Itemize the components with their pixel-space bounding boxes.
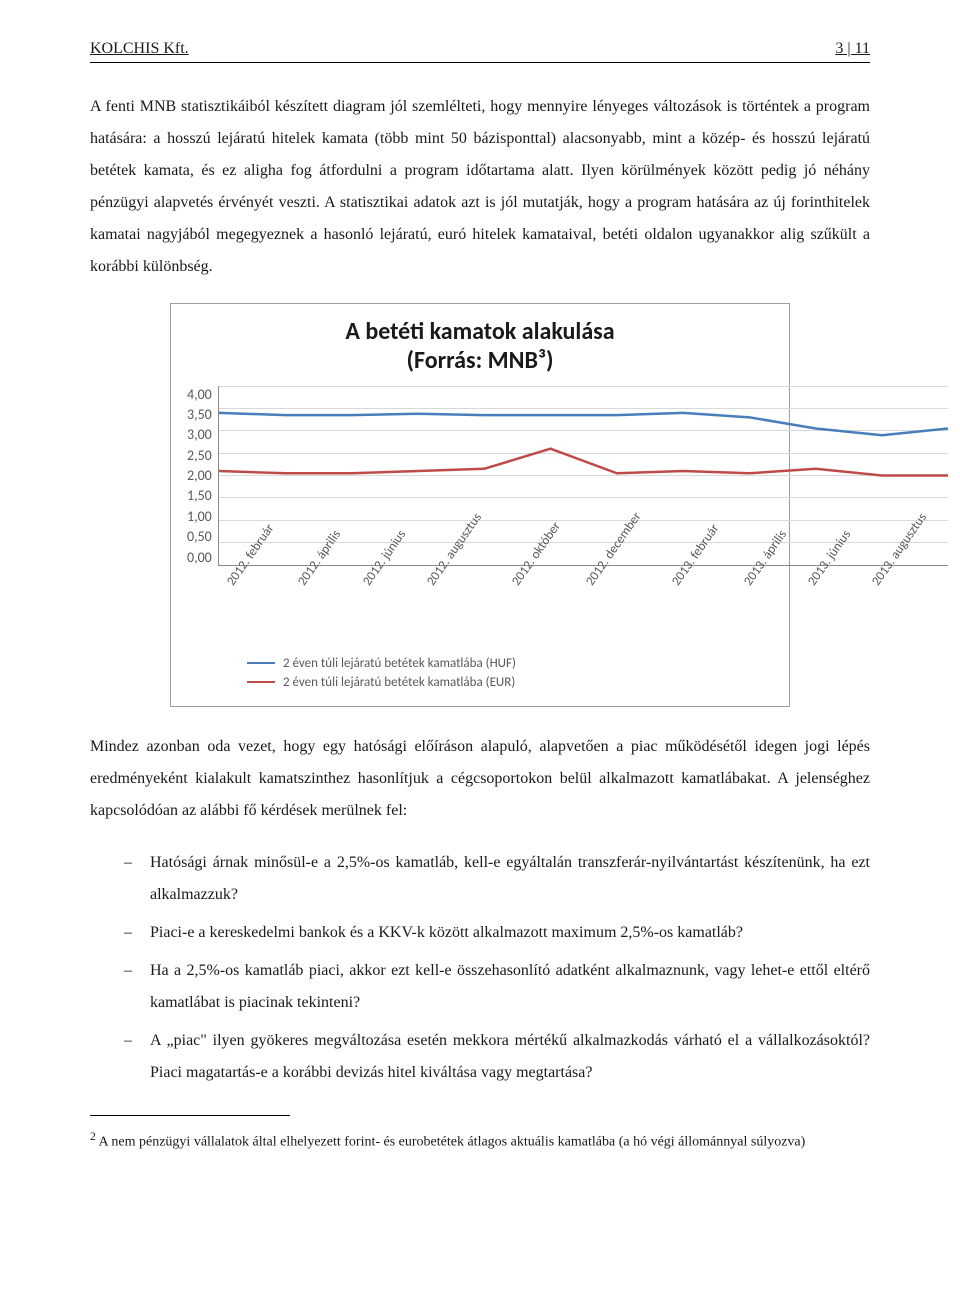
paragraph-1: A fenti MNB statisztikáiból készített di…	[90, 91, 870, 283]
question-item: Piaci-e a kereskedelmi bankok és a KKV-k…	[124, 917, 870, 949]
legend-label: 2 éven túli lejáratú betétek kamatlába (…	[283, 675, 515, 690]
chart-title-line2: (Forrás: MNB³)	[407, 346, 554, 375]
y-tick: 4,00	[187, 386, 212, 403]
legend-label: 2 éven túli lejáratú betétek kamatlába (…	[283, 656, 516, 671]
y-tick: 1,00	[187, 508, 212, 525]
chart-legend: 2 éven túli lejáratú betétek kamatlába (…	[187, 656, 773, 690]
y-tick: 0,50	[187, 528, 212, 545]
legend-item: 2 éven túli lejáratú betétek kamatlába (…	[247, 656, 773, 671]
y-tick: 2,50	[187, 447, 212, 464]
legend-swatch	[247, 662, 275, 664]
y-tick: 0,00	[187, 549, 212, 566]
question-item: A „piac" ilyen gyökeres megváltozása ese…	[124, 1025, 870, 1089]
chart-title-line1: A betéti kamatok alakulása	[345, 317, 614, 346]
page-header: KOLCHIS Kft. 3 | 11	[90, 40, 870, 63]
question-item: Ha a 2,5%-os kamatláb piaci, akkor ezt k…	[124, 955, 870, 1019]
deposit-rates-chart: A betéti kamatok alakulása (Forrás: MNB³…	[170, 303, 790, 707]
legend-item: 2 éven túli lejáratú betétek kamatlába (…	[247, 675, 773, 690]
page-number: 3 | 11	[835, 40, 870, 58]
footnote-separator	[90, 1115, 290, 1116]
y-tick: 3,00	[187, 426, 212, 443]
chart-series-line	[219, 448, 948, 475]
paragraph-2: Mindez azonban oda vezet, hogy egy hatós…	[90, 731, 870, 827]
company-name: KOLCHIS Kft.	[90, 40, 189, 58]
chart-series-line	[219, 412, 948, 434]
question-item: Hatósági árnak minősül-e a 2,5%-os kamat…	[124, 847, 870, 911]
footnote: 2 A nem pénzügyi vállalatok által elhely…	[90, 1128, 870, 1154]
question-list: Hatósági árnak minősül-e a 2,5%-os kamat…	[124, 847, 870, 1089]
chart-title: A betéti kamatok alakulása (Forrás: MNB³…	[187, 318, 773, 376]
chart-x-axis: 2012. február2012. április2012. június20…	[218, 570, 948, 650]
y-tick: 1,50	[187, 487, 212, 504]
chart-y-axis: 4,00 3,50 3,00 2,50 2,00 1,50 1,00 0,50 0,00	[187, 386, 218, 566]
legend-swatch	[247, 681, 275, 683]
footnote-text: A nem pénzügyi vállalatok által elhelyez…	[96, 1134, 805, 1149]
y-tick: 2,00	[187, 467, 212, 484]
y-tick: 3,50	[187, 406, 212, 423]
